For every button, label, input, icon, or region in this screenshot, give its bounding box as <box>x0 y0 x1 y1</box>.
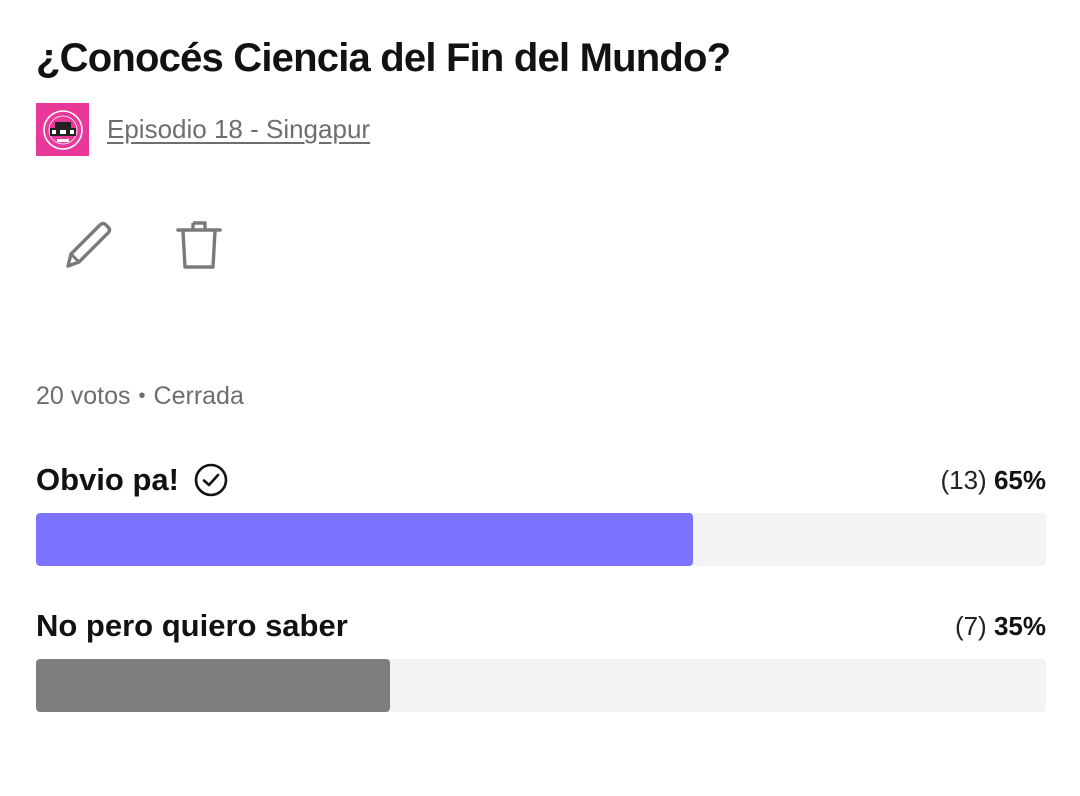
poll-option: Obvio pa! (13) 65% <box>36 460 1046 566</box>
poll-option: No pero quiero saber (7) 35% <box>36 606 1046 712</box>
vote-count: 20 votos <box>36 382 131 410</box>
poll-meta: 20 votos • Cerrada <box>36 382 244 411</box>
edit-button[interactable] <box>56 214 118 276</box>
result-bar-track <box>36 659 1046 712</box>
option-percent: 65% <box>993 464 1046 495</box>
episode-link[interactable]: Episodio 18 - Singapur <box>107 114 371 144</box>
option-stats: (13) 65% <box>940 465 1046 496</box>
poll-status: Cerrada <box>153 382 244 410</box>
meta-separator: • <box>138 385 146 407</box>
trash-icon <box>176 221 222 269</box>
episode-thumbnail[interactable] <box>36 103 89 156</box>
result-bar-fill <box>36 513 693 566</box>
option-percent: 35% <box>993 610 1046 641</box>
podcast-logo-icon <box>42 109 83 150</box>
option-count: (7) <box>954 610 987 641</box>
poll-title: ¿Conocés Ciencia del Fin del Mundo? <box>36 36 731 80</box>
result-bar-fill <box>36 659 390 712</box>
pencil-icon <box>66 221 112 268</box>
poll-actions <box>56 214 230 276</box>
option-stats: (7) 35% <box>955 611 1046 642</box>
episode-row: Episodio 18 - Singapur <box>36 103 370 156</box>
delete-button[interactable] <box>168 214 230 276</box>
option-count: (13) <box>940 464 987 495</box>
option-label: Obvio pa! <box>36 462 179 497</box>
option-label: No pero quiero saber <box>36 608 348 643</box>
result-bar-track <box>36 513 1046 566</box>
check-circle-icon <box>194 463 228 497</box>
